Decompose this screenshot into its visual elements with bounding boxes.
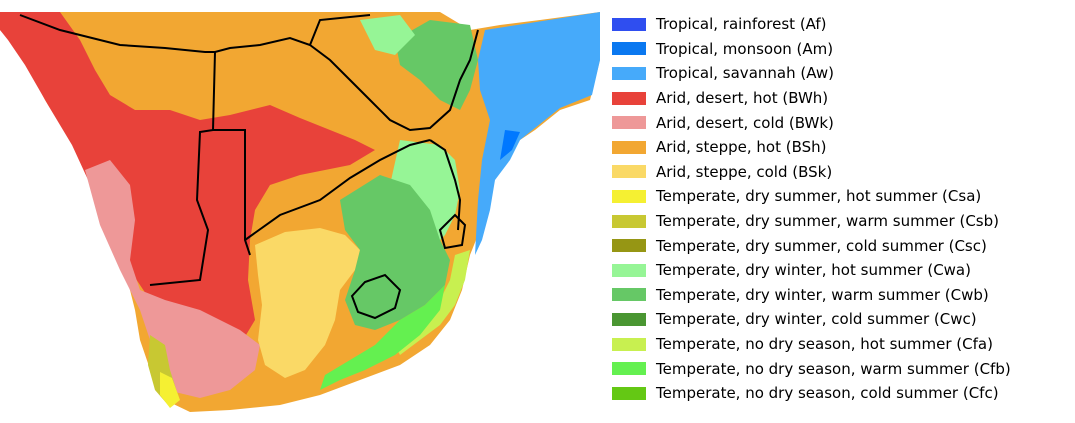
legend-item: Tropical, savannah (Aw) xyxy=(612,61,1067,86)
legend-item: Temperate, no dry season, hot summer (Cf… xyxy=(612,332,1067,357)
region-bwh xyxy=(0,12,375,355)
legend-label: Temperate, dry summer, warm summer (Csb) xyxy=(656,212,999,231)
region-am xyxy=(500,130,520,160)
legend-label: Temperate, no dry season, hot summer (Cf… xyxy=(656,335,993,354)
legend-item: Tropical, monsoon (Am) xyxy=(612,37,1067,62)
legend-swatch xyxy=(612,337,646,351)
legend-swatch xyxy=(612,116,646,130)
legend-swatch xyxy=(612,214,646,228)
region-cfb xyxy=(320,285,445,390)
legend-label: Temperate, dry winter, cold summer (Cwc) xyxy=(656,310,977,329)
legend-item: Temperate, dry winter, cold summer (Cwc) xyxy=(612,307,1067,332)
legend-label: Tropical, rainforest (Af) xyxy=(656,15,827,34)
region-bsk xyxy=(255,228,360,378)
legend-swatch xyxy=(612,362,646,376)
legend-label: Temperate, dry winter, hot summer (Cwa) xyxy=(656,261,971,280)
region-cfa xyxy=(395,250,470,355)
legend-swatch xyxy=(612,66,646,80)
climate-legend: Tropical, rainforest (Af) Tropical, mons… xyxy=(612,12,1067,406)
legend-item: Temperate, dry summer, cold summer (Csc) xyxy=(612,233,1067,258)
region-aw xyxy=(475,12,600,255)
legend-label: Tropical, monsoon (Am) xyxy=(656,39,834,58)
legend-swatch xyxy=(612,288,646,302)
legend-item: Temperate, no dry season, cold summer (C… xyxy=(612,381,1067,406)
legend-label: Temperate, no dry season, warm summer (C… xyxy=(656,359,1011,378)
legend-label: Tropical, savannah (Aw) xyxy=(656,64,834,83)
region-cwb xyxy=(340,175,450,330)
legend-label: Temperate, dry summer, hot summer (Csa) xyxy=(656,187,982,206)
legend-item: Arid, desert, hot (BWh) xyxy=(612,86,1067,111)
legend-swatch xyxy=(612,17,646,31)
legend-label: Temperate, dry summer, cold summer (Csc) xyxy=(656,236,987,255)
legend-item: Temperate, dry winter, hot summer (Cwa) xyxy=(612,258,1067,283)
legend-item: Tropical, rainforest (Af) xyxy=(612,12,1067,37)
legend-label: Arid, desert, hot (BWh) xyxy=(656,89,829,108)
region-bwk xyxy=(85,160,260,398)
legend-swatch xyxy=(612,386,646,400)
region-csa xyxy=(160,372,180,408)
legend-label: Temperate, dry winter, warm summer (Cwb) xyxy=(656,285,989,304)
legend-item: Arid, desert, cold (BWk) xyxy=(612,110,1067,135)
legend-swatch xyxy=(612,165,646,179)
legend-item: Arid, steppe, hot (BSh) xyxy=(612,135,1067,160)
legend-item: Temperate, no dry season, warm summer (C… xyxy=(612,356,1067,381)
legend-label: Arid, steppe, cold (BSk) xyxy=(656,162,833,181)
legend-swatch xyxy=(612,42,646,56)
legend-item: Temperate, dry winter, warm summer (Cwb) xyxy=(612,283,1067,308)
legend-swatch xyxy=(612,140,646,154)
region-cwa-north xyxy=(360,15,415,55)
legend-item: Temperate, dry summer, warm summer (Csb) xyxy=(612,209,1067,234)
legend-swatch xyxy=(612,91,646,105)
legend-label: Temperate, no dry season, cold summer (C… xyxy=(656,384,999,403)
legend-item: Temperate, dry summer, hot summer (Csa) xyxy=(612,184,1067,209)
legend-swatch xyxy=(612,263,646,277)
country-borders xyxy=(19,14,479,320)
legend-swatch xyxy=(612,312,646,326)
legend-swatch xyxy=(612,239,646,253)
legend-item: Arid, steppe, cold (BSk) xyxy=(612,160,1067,185)
legend-label: Arid, steppe, hot (BSh) xyxy=(656,138,827,157)
map-svg xyxy=(0,12,600,412)
legend-swatch xyxy=(612,189,646,203)
southern-africa-map xyxy=(0,12,600,412)
legend-label: Arid, desert, cold (BWk) xyxy=(656,113,834,132)
